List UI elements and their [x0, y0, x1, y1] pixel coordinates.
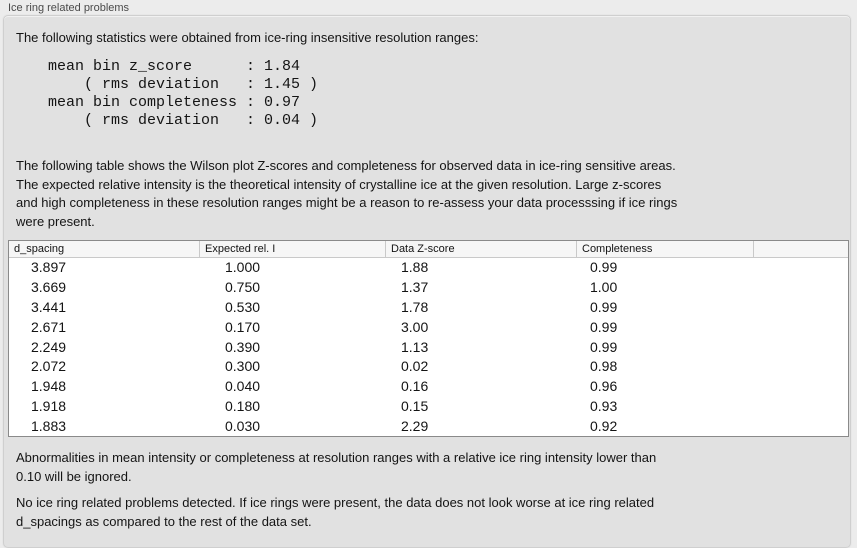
table-cell: 0.750	[225, 278, 261, 295]
table-cell: 1.88	[401, 259, 429, 275]
column-header-expected-rel-i[interactable]: Expected rel. I	[199, 241, 385, 257]
table-cell: 0.02	[401, 358, 429, 375]
table-description-text: The following table shows the Wilson plo…	[16, 158, 678, 229]
column-header-completeness[interactable]: Completeness	[576, 241, 753, 257]
table-cell: 3.669	[31, 278, 67, 295]
ignore-threshold-note: Abnormalities in mean intensity or compl…	[16, 450, 657, 484]
table-cell: 0.16	[401, 378, 429, 395]
table-cell: 0.92	[590, 418, 618, 435]
table-body: 3.897 1.000 1.88 0.99 3.669 0.750 1.37 1.00 3.44…	[9, 258, 848, 436]
table-row[interactable]: 1.948 0.040 0.16 0.96	[9, 377, 848, 397]
table-row[interactable]: 1.918 0.180 0.15 0.93	[9, 397, 848, 417]
table-cell: 2.249	[31, 338, 67, 355]
table-cell: 0.390	[225, 338, 261, 355]
table-cell: 0.530	[225, 298, 261, 315]
table-cell: 3.897	[31, 259, 67, 275]
table-cell: 1.918	[31, 398, 67, 415]
table-cell: 0.180	[225, 398, 261, 415]
table-cell: 1.00	[590, 278, 618, 295]
column-header-d-spacing[interactable]: d_spacing	[14, 243, 65, 255]
table-cell: 1.000	[225, 259, 261, 275]
table-row[interactable]: 2.249 0.390 1.13 0.99	[9, 338, 848, 358]
table-cell: 1.37	[401, 278, 429, 295]
ice-ring-table: d_spacing Expected rel. I Data Z-score Comp…	[8, 240, 849, 437]
table-cell: 0.98	[590, 358, 618, 375]
table-row[interactable]: 2.072 0.300 0.02 0.98	[9, 357, 848, 377]
table-cell: 0.99	[590, 298, 618, 315]
ice-ring-panel: The following statistics were obtained f…	[3, 15, 851, 548]
table-cell: 0.030	[225, 418, 261, 435]
conclusion-text: No ice ring related problems detected. I…	[16, 495, 655, 529]
column-header-data-z-score[interactable]: Data Z-score	[385, 241, 576, 257]
table-cell: 0.93	[590, 398, 618, 415]
table-row[interactable]: 1.883 0.030 2.29 0.92	[9, 417, 848, 436]
table-row[interactable]: 2.671 0.170 3.00 0.99	[9, 318, 848, 338]
stats-intro-text: The following statistics were obtained f…	[16, 30, 479, 45]
table-cell: 0.15	[401, 398, 429, 415]
table-cell: 1.883	[31, 418, 67, 435]
table-cell: 1.78	[401, 298, 429, 315]
table-cell: 0.99	[590, 338, 618, 355]
group-box-title: Ice ring related problems	[8, 2, 130, 14]
stats-block: mean bin z_score : 1.84 ( rms deviation …	[48, 58, 319, 129]
table-cell: 0.99	[590, 318, 618, 335]
table-cell: 0.99	[590, 259, 618, 275]
table-cell: 3.441	[31, 298, 67, 315]
table-row[interactable]: 3.897 1.000 1.88 0.99	[9, 258, 848, 278]
table-header-row: d_spacing Expected rel. I Data Z-score Comp…	[9, 241, 848, 258]
table-cell: 1.948	[31, 378, 67, 395]
column-header-filler	[753, 241, 848, 257]
table-row[interactable]: 3.669 0.750 1.37 1.00	[9, 278, 848, 298]
table-cell: 0.170	[225, 318, 261, 335]
table-cell: 2.671	[31, 318, 67, 335]
table-cell: 1.13	[401, 338, 429, 355]
table-cell: 2.072	[31, 358, 67, 375]
table-row[interactable]: 3.441 0.530 1.78 0.99	[9, 298, 848, 318]
table-cell: 2.29	[401, 418, 429, 435]
table-cell: 0.040	[225, 378, 261, 395]
table-cell: 3.00	[401, 318, 429, 335]
table-cell: 0.96	[590, 378, 618, 395]
table-cell: 0.300	[225, 358, 261, 375]
